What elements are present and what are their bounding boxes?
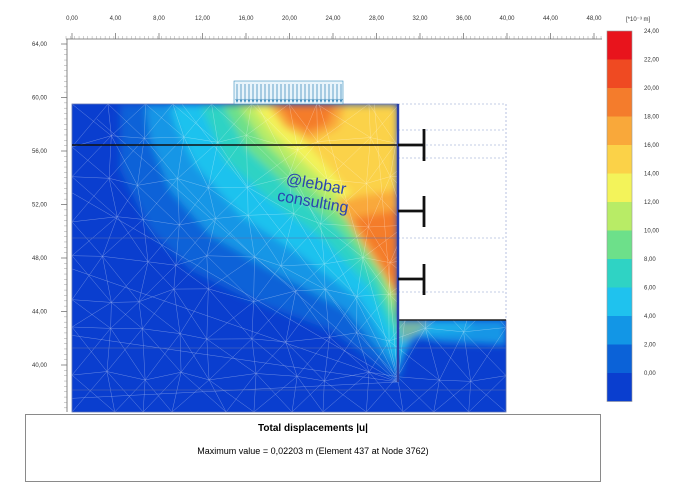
legend-tick-label: 22,00	[644, 58, 660, 64]
top-axis-tick-label: 0,00	[66, 16, 78, 22]
top-axis-tick-label: 4,00	[110, 16, 122, 22]
top-axis: 0,00 4,00 8,00 12,00 16,00 20,00 24,00 28,00 32,…	[65, 16, 602, 40]
top-axis-tick-label: 20,00	[282, 16, 298, 22]
top-axis-tick-label: 16,00	[238, 16, 254, 22]
anchors	[398, 129, 426, 295]
legend-tick-label: 0,00	[644, 371, 656, 377]
legend-tick-label: 18,00	[644, 115, 660, 121]
legend-color-box	[607, 59, 632, 88]
legend-color-box	[607, 31, 632, 60]
legend-color-box	[607, 116, 632, 145]
legend-tick-label: 12,00	[644, 200, 660, 206]
legend-color-box	[607, 88, 632, 117]
legend-color-box	[607, 287, 632, 316]
caption-box: Total displacements |u| Maximum value = …	[25, 414, 601, 482]
legend-frame	[606, 30, 633, 402]
legend-color-box	[607, 202, 632, 231]
top-axis-tick-label: 36,00	[456, 16, 472, 22]
legend-tick-label: 16,00	[644, 143, 660, 149]
legend-color-box	[607, 173, 632, 202]
left-axis: 64,00 60,00 56,00 52,00 48,00 44,00 40,00	[32, 39, 68, 412]
legend-tick-label: 6,00	[644, 286, 656, 292]
left-axis-tick-label: 44,00	[32, 310, 48, 316]
legend-color-box	[607, 259, 632, 288]
legend-tick-label: 24,00	[644, 29, 660, 35]
displacement-contour-field	[72, 104, 506, 412]
legend-color-box	[607, 316, 632, 345]
left-axis-tick-label: 52,00	[32, 203, 48, 209]
legend-color-box	[607, 230, 632, 259]
left-axis-tick-label: 60,00	[32, 96, 48, 102]
left-axis-tick-label: 40,00	[32, 363, 48, 369]
top-axis-tick-label: 8,00	[153, 16, 165, 22]
top-axis-tick-label: 24,00	[325, 16, 341, 22]
legend-tick-label: 4,00	[644, 314, 656, 320]
legend-color-box	[607, 373, 632, 402]
top-axis-tick-label: 44,00	[543, 16, 559, 22]
top-axis-tick-label: 12,00	[195, 16, 211, 22]
legend-tick-label: 8,00	[644, 257, 656, 263]
top-axis-tick-label: 40,00	[499, 16, 515, 22]
caption-subtitle: Maximum value = 0,02203 m (Element 437 a…	[197, 446, 429, 456]
legend-unit: [*10⁻³ m]	[626, 17, 651, 23]
legend-tick-label: 2,00	[644, 343, 656, 349]
caption-title: Total displacements |u|	[258, 423, 368, 434]
color-legend: 24,00 22,00 20,00 18,00 16,00 14,00 12,00 10,00…	[606, 17, 660, 402]
top-axis-tick-label: 32,00	[412, 16, 428, 22]
left-axis-tick-label: 48,00	[32, 256, 48, 262]
legend-tick-label: 20,00	[644, 86, 660, 92]
surface-load-arrows	[233, 80, 344, 105]
legend-tick-label: 14,00	[644, 172, 660, 178]
left-axis-tick-label: 64,00	[32, 42, 48, 48]
left-axis-tick-label: 56,00	[32, 149, 48, 155]
top-axis-tick-label: 28,00	[369, 16, 385, 22]
legend-color-box	[607, 145, 632, 174]
top-axis-tick-label: 48,00	[586, 16, 602, 22]
legend-color-box	[607, 344, 632, 373]
legend-tick-label: 10,00	[644, 229, 660, 235]
